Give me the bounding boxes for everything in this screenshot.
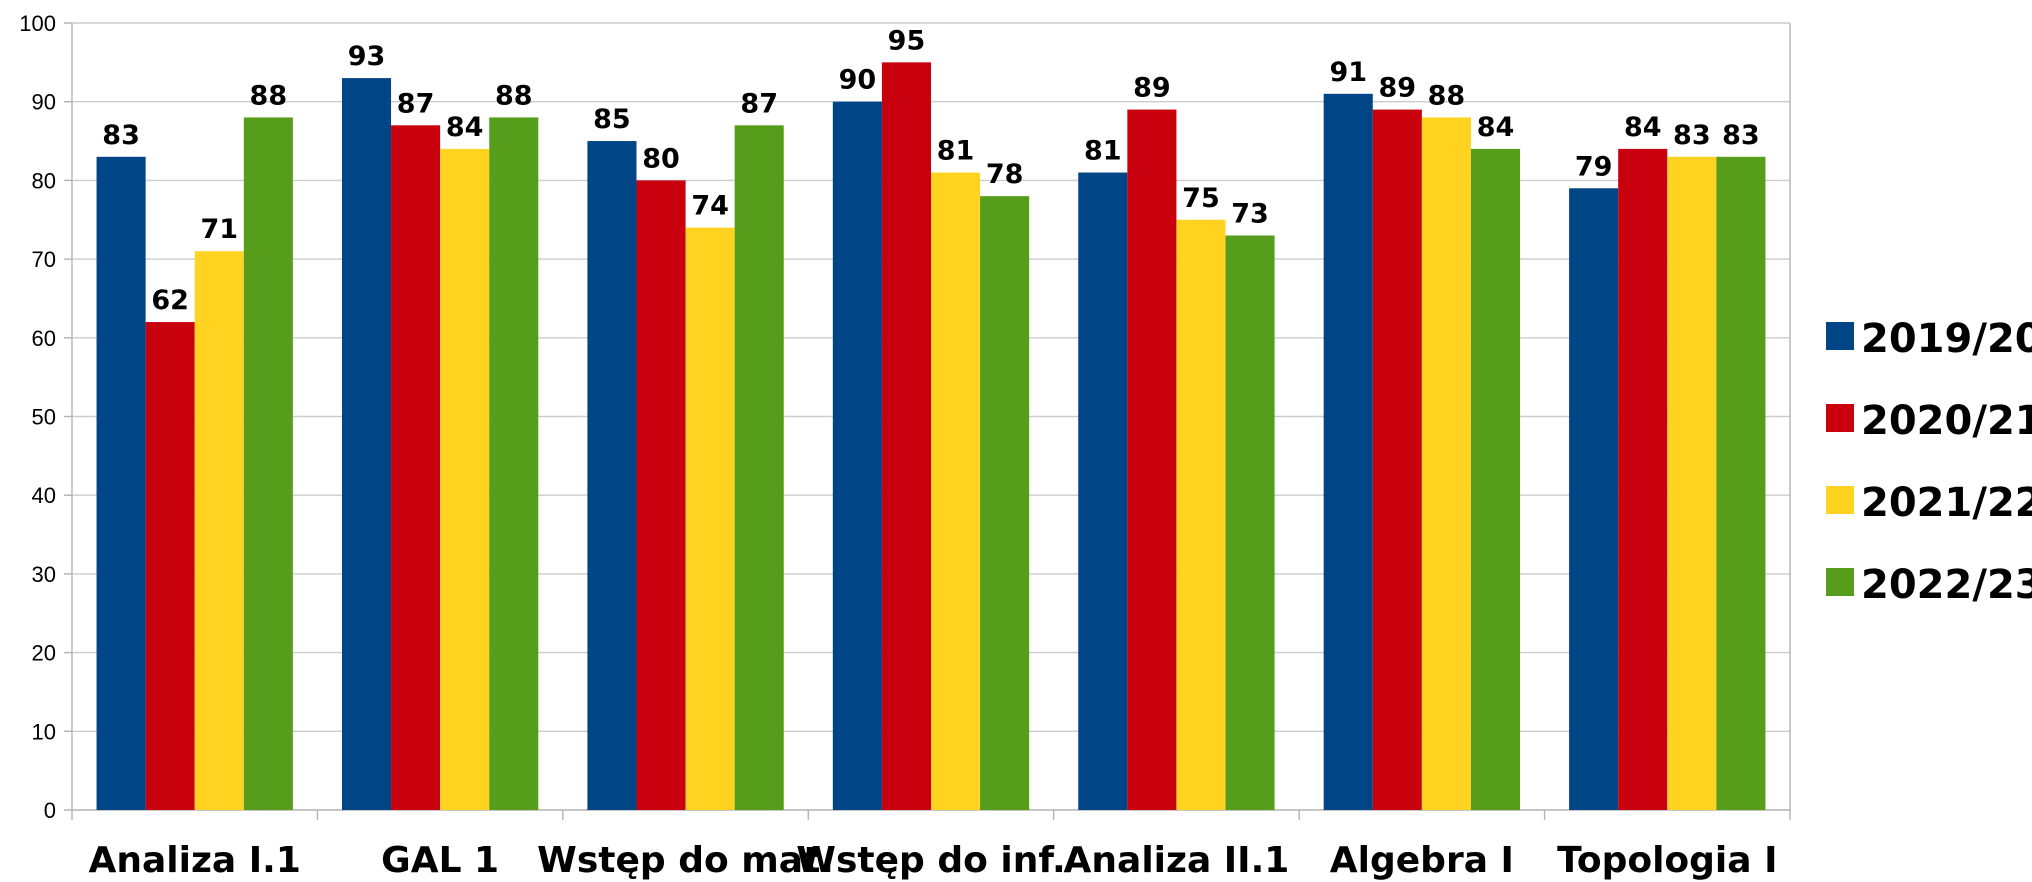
y-tick-label: 0 [44, 798, 56, 823]
y-tick-label: 20 [32, 641, 56, 666]
bar [980, 196, 1030, 810]
x-category-label: Algebra I [1330, 840, 1514, 881]
bar [1618, 148, 1668, 811]
y-tick-label: 40 [32, 483, 56, 508]
data-label: 85 [593, 104, 631, 135]
y-tick-label: 30 [32, 562, 56, 587]
bar [587, 141, 637, 811]
data-label: 84 [446, 112, 484, 143]
data-label: 84 [1477, 112, 1515, 143]
data-label: 89 [1133, 73, 1171, 104]
data-label: 81 [937, 136, 975, 167]
bar [636, 180, 686, 810]
data-label: 75 [1182, 183, 1220, 214]
y-tick-label: 70 [32, 247, 56, 272]
y-tick-label: 90 [32, 90, 56, 115]
data-label: 71 [200, 214, 238, 245]
bar [96, 156, 146, 811]
x-category-label: GAL 1 [381, 840, 499, 881]
legend-swatch [1826, 486, 1854, 514]
y-tick-label: 60 [32, 326, 56, 351]
y-tick-label: 50 [32, 405, 56, 430]
legend-swatch [1826, 568, 1854, 596]
bar [341, 78, 392, 811]
data-label: 88 [250, 80, 288, 111]
bar [145, 322, 195, 810]
data-label: 88 [1428, 80, 1466, 111]
data-label: 83 [102, 120, 140, 151]
data-label: 93 [348, 41, 386, 72]
legend: 2019/20 2020/21 2021/22 2022/23 [1826, 316, 2032, 608]
bar [1372, 109, 1422, 810]
bar [1470, 148, 1521, 811]
legend-label: 2022/23 [1861, 562, 2032, 608]
data-label: 90 [839, 65, 877, 96]
bar [1716, 156, 1766, 811]
bar [1323, 93, 1373, 810]
data-label: 95 [888, 25, 926, 56]
bar [1127, 109, 1177, 810]
data-label: 74 [691, 191, 729, 222]
bar [881, 62, 931, 811]
bar [832, 101, 882, 810]
legend-swatch [1826, 322, 1854, 350]
data-label: 62 [151, 285, 189, 316]
legend-label: 2020/21 [1861, 398, 2032, 444]
x-axis: Analiza I.1 GAL 1 Wstęp do mat.Wstęp do in… [71, 810, 1791, 881]
bar [931, 172, 981, 810]
bar [734, 125, 784, 810]
bar [1176, 219, 1226, 810]
legend-label: 2019/20 [1861, 316, 2032, 362]
data-label: 79 [1575, 151, 1613, 182]
bar [1078, 172, 1128, 810]
data-label: 87 [397, 88, 435, 119]
data-label: 89 [1379, 73, 1417, 104]
y-axis: 0 10 20 30 40 50 60 70 80 90 100 [19, 11, 1791, 823]
data-label: 81 [1084, 136, 1122, 167]
legend-swatch [1826, 404, 1854, 432]
bar [194, 251, 244, 811]
data-label: 83 [1673, 120, 1711, 151]
data-label: 73 [1231, 198, 1269, 229]
x-category-label: Analiza I.1 [89, 840, 301, 881]
bar [489, 117, 539, 810]
data-label: 91 [1329, 57, 1367, 88]
data-label: 78 [986, 159, 1024, 190]
y-tick-label: 80 [32, 168, 56, 193]
x-category-label: Wstęp do mat. [537, 840, 834, 881]
data-label: 87 [740, 88, 778, 119]
bar [1225, 235, 1275, 811]
bar [243, 117, 293, 810]
bar [1667, 156, 1717, 811]
data-label: 80 [642, 143, 680, 174]
x-category-label: Wstęp do inf. [796, 840, 1065, 881]
bar [1569, 188, 1619, 810]
x-category-label: Topologia I [1557, 840, 1777, 881]
y-tick-label: 10 [32, 719, 56, 744]
data-label: 84 [1624, 112, 1662, 143]
bar [1421, 117, 1471, 810]
bars [96, 62, 1766, 811]
data-label: 83 [1722, 120, 1760, 151]
bar [685, 227, 735, 810]
data-label: 88 [495, 80, 533, 111]
legend-label: 2021/22 [1861, 480, 2032, 526]
data-labels: 83 93 85 90 81 91 79 62 87 80 95 89 89 84 71 84 74 81 75 88… [102, 25, 1759, 316]
bar [391, 125, 441, 810]
x-category-label: Analiza II.1 [1064, 840, 1290, 881]
y-tick-label: 100 [19, 11, 56, 36]
bar [440, 148, 490, 811]
